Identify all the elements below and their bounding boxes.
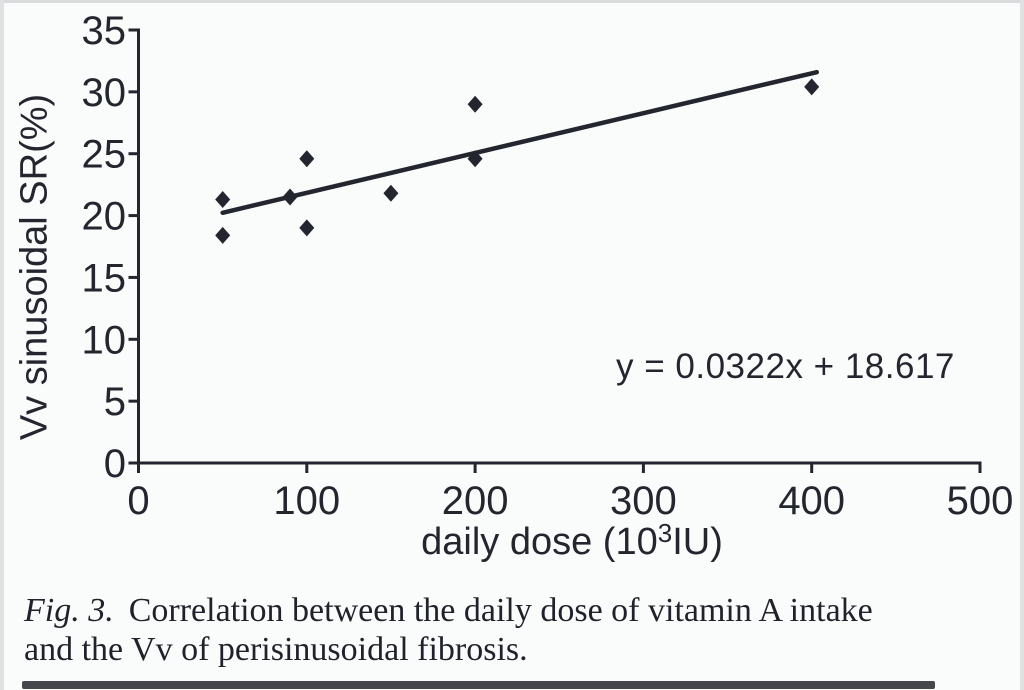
y-tick-label: 30: [82, 71, 127, 115]
data-point-diamond: [804, 78, 820, 96]
y-tick-label: 20: [82, 195, 127, 239]
y-tick-label: 10: [82, 318, 127, 362]
trend-line: [220, 69, 819, 216]
figure-caption-label: Fig. 3.: [24, 592, 114, 629]
y-axis-title: Vv sinusoidal SR(%): [13, 93, 56, 441]
x-axis-title-superscript: 3: [657, 518, 673, 548]
data-point-diamond: [215, 191, 231, 208]
data-point-diamond: [282, 188, 298, 206]
figure-caption: Fig. 3. Correlation between the daily dos…: [24, 591, 1024, 669]
data-point-diamond: [215, 226, 231, 244]
y-tick-label: 15: [82, 256, 127, 300]
scatter-chart: 0 100 200 300 400 500 0 5 10 15 20 25 30 35: [82, 9, 1014, 523]
figure-caption-line2: and the Vv of perisinusoidal fibrosis.: [24, 631, 528, 668]
scan-edge-left: [0, 0, 4, 690]
y-tick-label: 25: [82, 133, 127, 177]
data-point-diamond: [467, 95, 483, 113]
figure-caption-line1: Correlation between the daily dose of vi…: [128, 592, 873, 629]
data-point-diamond: [383, 184, 399, 202]
x-tick-label: 400: [778, 479, 845, 523]
scan-edge-right: [1020, 0, 1024, 690]
data-point-diamond: [299, 219, 315, 237]
scan-edge-top: [0, 0, 1024, 3]
x-axis-title-text: daily dose (10: [421, 521, 658, 563]
x-tick-label: 0: [127, 479, 149, 523]
y-tick-label: 0: [104, 442, 126, 486]
y-tick-label: 5: [104, 380, 126, 424]
x-axis-title: daily dose (103IU): [421, 518, 723, 564]
trendline-equation: y = 0.0322x + 18.617: [616, 347, 955, 386]
y-tick-label: 35: [82, 9, 127, 53]
x-tick-label: 500: [947, 479, 1014, 523]
x-tick-label: 300: [610, 479, 677, 523]
data-point-diamond: [299, 150, 315, 168]
x-tick-label: 200: [442, 479, 509, 523]
x-tick-label: 100: [273, 479, 340, 523]
data-point-diamond: [467, 150, 483, 168]
x-axis-title-unit: IU): [672, 521, 723, 563]
cropped-text-strip: [22, 681, 935, 689]
